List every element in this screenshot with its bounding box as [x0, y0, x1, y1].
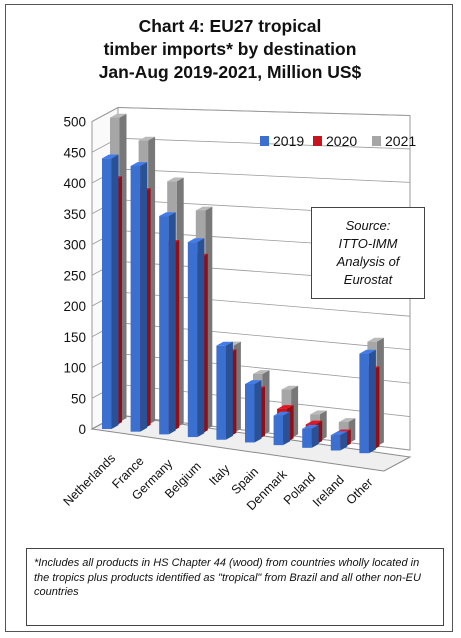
- bar-2019-top: [330, 431, 348, 436]
- bar-2021-top: [367, 337, 384, 342]
- y-tick-label: 400: [63, 176, 86, 191]
- bar-2021-top: [281, 385, 299, 390]
- bar-2019-top: [159, 212, 176, 217]
- bar-2019-side: [197, 238, 205, 438]
- bar-2019: [102, 158, 112, 429]
- chart-title: Chart 4: EU27 tropical timber imports* b…: [6, 15, 454, 84]
- y-tick-label: 0: [78, 422, 86, 437]
- bar-2019: [159, 216, 169, 435]
- legend-label-2019: 2019: [273, 133, 304, 149]
- bar-2019-top: [302, 424, 319, 429]
- bar-2019: [130, 166, 141, 432]
- bar-2021-top: [138, 136, 156, 141]
- category-label: Italy: [206, 461, 233, 488]
- bar-2019-top: [245, 380, 262, 385]
- bar-2019-side: [311, 424, 319, 448]
- legend-label-2021: 2021: [385, 133, 416, 149]
- bar-2019-side: [254, 380, 262, 443]
- bar-2019-top: [359, 349, 376, 354]
- bar-2019-side: [225, 341, 233, 440]
- gridline: [117, 168, 411, 183]
- bar-2019-top: [102, 154, 119, 159]
- bar-2019: [359, 353, 369, 454]
- bar-2019-side: [168, 212, 176, 435]
- bar-2020-top: [305, 420, 323, 425]
- bar-2019-side: [340, 431, 348, 451]
- footnote: *Includes all products in HS Chapter 44 …: [26, 548, 444, 626]
- bar-2019: [302, 428, 312, 448]
- y-tick-label: 350: [63, 207, 86, 222]
- legend-swatch-2021: [372, 136, 381, 146]
- y-tick-label: 500: [63, 115, 86, 130]
- bar-2019: [216, 345, 226, 440]
- gridline-side: [91, 107, 119, 122]
- legend-swatch-2020: [313, 136, 322, 146]
- y-tick-label: 100: [63, 361, 86, 376]
- bar-2019-top: [187, 238, 205, 243]
- bar-2019-side: [140, 162, 148, 432]
- bar-2019: [273, 415, 284, 446]
- chart-frame: Chart 4: EU27 tropical timber imports* b…: [5, 4, 453, 632]
- y-tick-label: 450: [63, 145, 86, 160]
- bar-2020-top: [277, 405, 294, 409]
- title-line-2: timber imports* by destination: [103, 39, 357, 59]
- bar-2019: [187, 242, 198, 438]
- gridline: [117, 107, 411, 116]
- y-tick-label: 150: [63, 330, 86, 345]
- bar-2021-top: [310, 410, 327, 415]
- bar-2021-top: [167, 177, 184, 182]
- title-line-1: Chart 4: EU27 tropical: [138, 16, 322, 36]
- bar-2019-side: [283, 411, 291, 446]
- source-note-box: Source: ITTO-IMM Analysis of Eurostat: [311, 207, 425, 299]
- bar-2021-top: [338, 418, 356, 422]
- bar-2021-top: [253, 370, 270, 374]
- bar-2019-top: [216, 341, 233, 346]
- bar-2021-top: [195, 206, 213, 211]
- bar-2019-top: [130, 162, 148, 167]
- bar-2019-side: [111, 154, 119, 430]
- legend-label-2020: 2020: [326, 133, 357, 149]
- bar-2019: [330, 435, 341, 451]
- bar-2021-top: [110, 113, 127, 118]
- bar-2019-side: [368, 349, 376, 454]
- title-line-3: Jan-Aug 2019-2021, Million US$: [98, 62, 362, 82]
- legend-swatch-2019: [260, 136, 269, 146]
- y-tick-label: 200: [63, 299, 86, 314]
- bar-2019-top: [273, 411, 291, 416]
- y-tick-label: 50: [71, 391, 86, 406]
- category-label: Other: [344, 475, 376, 507]
- bar-chart: 050100150200250300350400450500Netherland…: [61, 106, 416, 513]
- y-tick-label: 300: [63, 238, 86, 253]
- bar-2019: [245, 384, 255, 443]
- source-note-text: Source: ITTO-IMM Analysis of Eurostat: [336, 218, 400, 287]
- y-tick-label: 250: [63, 268, 86, 283]
